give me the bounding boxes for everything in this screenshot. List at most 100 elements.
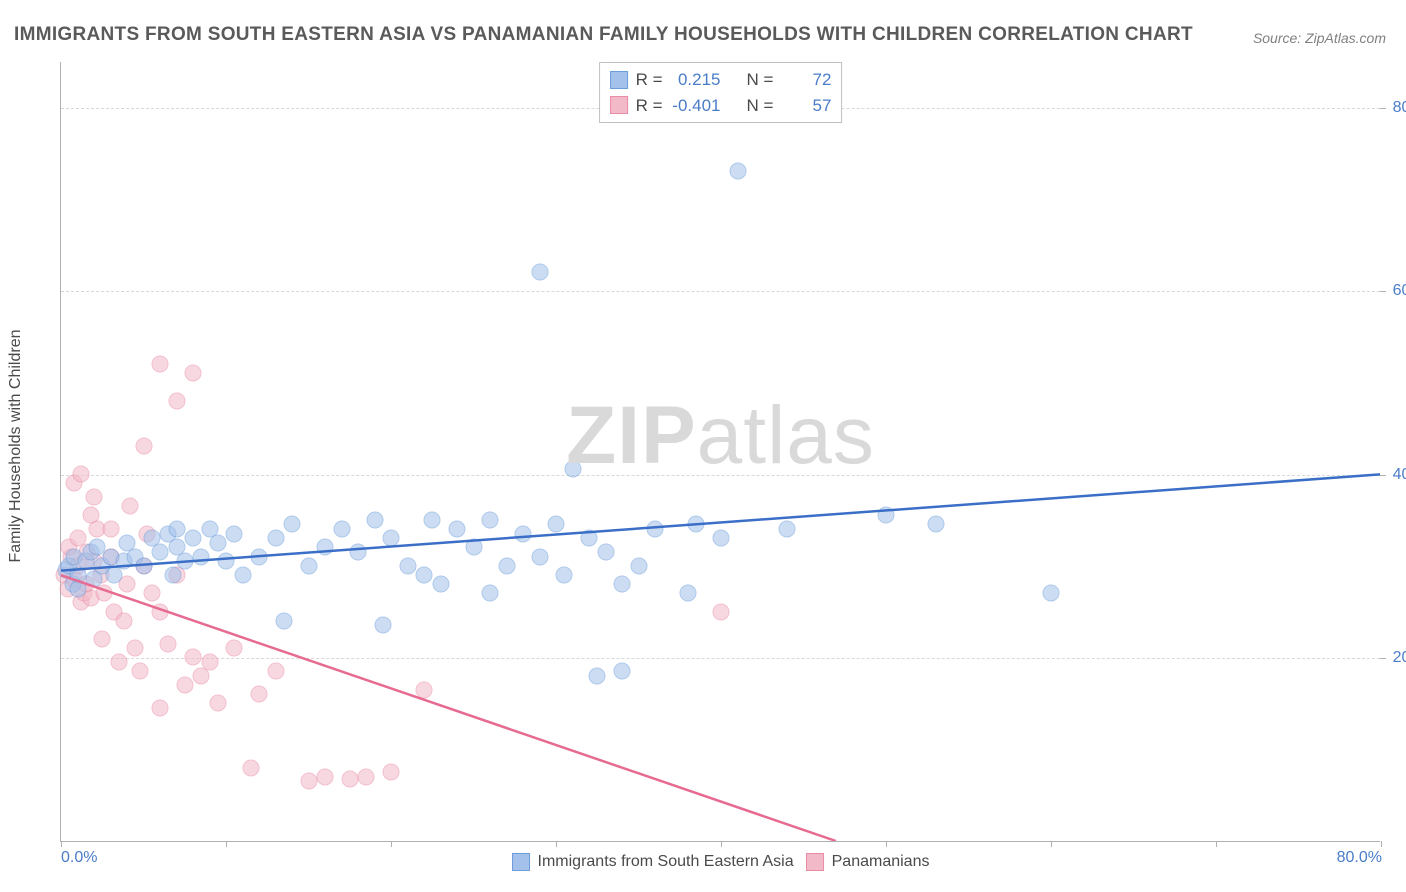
data-point: [105, 566, 122, 583]
data-point: [185, 530, 202, 547]
data-point: [614, 663, 631, 680]
data-point: [72, 594, 89, 611]
data-point: [779, 521, 796, 538]
legend-r-label: R =: [636, 93, 663, 119]
data-point: [465, 539, 482, 556]
data-point: [226, 640, 243, 657]
data-point: [105, 603, 122, 620]
data-point: [135, 557, 152, 574]
legend-series-label: Immigrants from South Eastern Asia: [538, 853, 794, 871]
data-point: [424, 511, 441, 528]
legend-correlation: R =0.215N =72R =-0.401N =57: [599, 62, 843, 123]
data-point: [399, 557, 416, 574]
plot-area: ZIPatlas R =0.215N =72R =-0.401N =57 Imm…: [60, 62, 1380, 842]
data-point: [333, 521, 350, 538]
data-point: [878, 507, 895, 524]
data-point: [69, 530, 86, 547]
data-point: [597, 543, 614, 560]
data-point: [94, 631, 111, 648]
data-point: [482, 585, 499, 602]
data-point: [193, 548, 210, 565]
legend-r-value: 0.215: [671, 67, 721, 93]
data-point: [185, 365, 202, 382]
x-tick-label: 80.0%: [1337, 849, 1382, 867]
y-tick-label: 80.0%: [1386, 99, 1406, 117]
data-point: [110, 654, 127, 671]
data-point: [66, 571, 83, 588]
data-point: [713, 530, 730, 547]
data-point: [160, 635, 177, 652]
legend-swatch: [512, 853, 530, 871]
data-point: [168, 521, 185, 538]
data-point: [135, 557, 152, 574]
data-point: [482, 511, 499, 528]
data-point: [531, 264, 548, 281]
legend-stat-row: R =0.215N =72: [610, 67, 832, 93]
x-tick-mark: [721, 841, 722, 847]
data-point: [76, 585, 93, 602]
data-point: [95, 585, 112, 602]
data-point: [77, 576, 94, 593]
data-point: [61, 539, 78, 556]
gridline: [61, 658, 1380, 659]
data-point: [317, 768, 334, 785]
data-point: [242, 759, 259, 776]
gridline: [61, 291, 1380, 292]
gridline: [61, 475, 1380, 476]
data-point: [201, 654, 218, 671]
data-point: [119, 576, 136, 593]
data-point: [92, 566, 109, 583]
data-point: [138, 525, 155, 542]
data-point: [374, 617, 391, 634]
data-point: [64, 576, 81, 593]
data-point: [143, 585, 160, 602]
data-point: [251, 686, 268, 703]
y-tick-label: 40.0%: [1386, 466, 1406, 484]
data-point: [79, 543, 96, 560]
data-point: [127, 548, 144, 565]
data-point: [94, 557, 111, 574]
data-point: [226, 525, 243, 542]
data-point: [688, 516, 705, 533]
legend-swatch: [806, 853, 824, 871]
data-point: [152, 603, 169, 620]
data-point: [176, 553, 193, 570]
trend-line: [61, 575, 836, 841]
data-point: [115, 612, 132, 629]
legend-n-label: N =: [747, 67, 774, 93]
data-point: [193, 667, 210, 684]
data-point: [267, 663, 284, 680]
data-point: [57, 562, 74, 579]
watermark: ZIPatlas: [566, 389, 875, 483]
data-point: [630, 557, 647, 574]
data-point: [383, 764, 400, 781]
data-point: [69, 580, 86, 597]
data-point: [275, 612, 292, 629]
data-point: [59, 580, 76, 597]
watermark-rest: atlas: [697, 390, 875, 481]
data-point: [416, 681, 433, 698]
data-point: [66, 475, 83, 492]
data-point: [89, 539, 106, 556]
data-point: [176, 677, 193, 694]
data-point: [218, 553, 235, 570]
data-point: [152, 699, 169, 716]
data-point: [556, 566, 573, 583]
legend-swatch: [610, 71, 628, 89]
data-point: [66, 548, 83, 565]
data-point: [82, 507, 99, 524]
data-point: [152, 543, 169, 560]
legend-series-item: Immigrants from South Eastern Asia: [512, 853, 794, 871]
data-point: [300, 557, 317, 574]
x-tick-mark: [61, 841, 62, 847]
data-point: [152, 355, 169, 372]
y-tick-label: 60.0%: [1386, 282, 1406, 300]
data-point: [69, 557, 86, 574]
data-point: [251, 548, 268, 565]
legend-r-label: R =: [636, 67, 663, 93]
data-point: [366, 511, 383, 528]
data-point: [416, 566, 433, 583]
legend-n-value: 57: [781, 93, 831, 119]
data-point: [729, 163, 746, 180]
legend-r-value: -0.401: [671, 93, 721, 119]
